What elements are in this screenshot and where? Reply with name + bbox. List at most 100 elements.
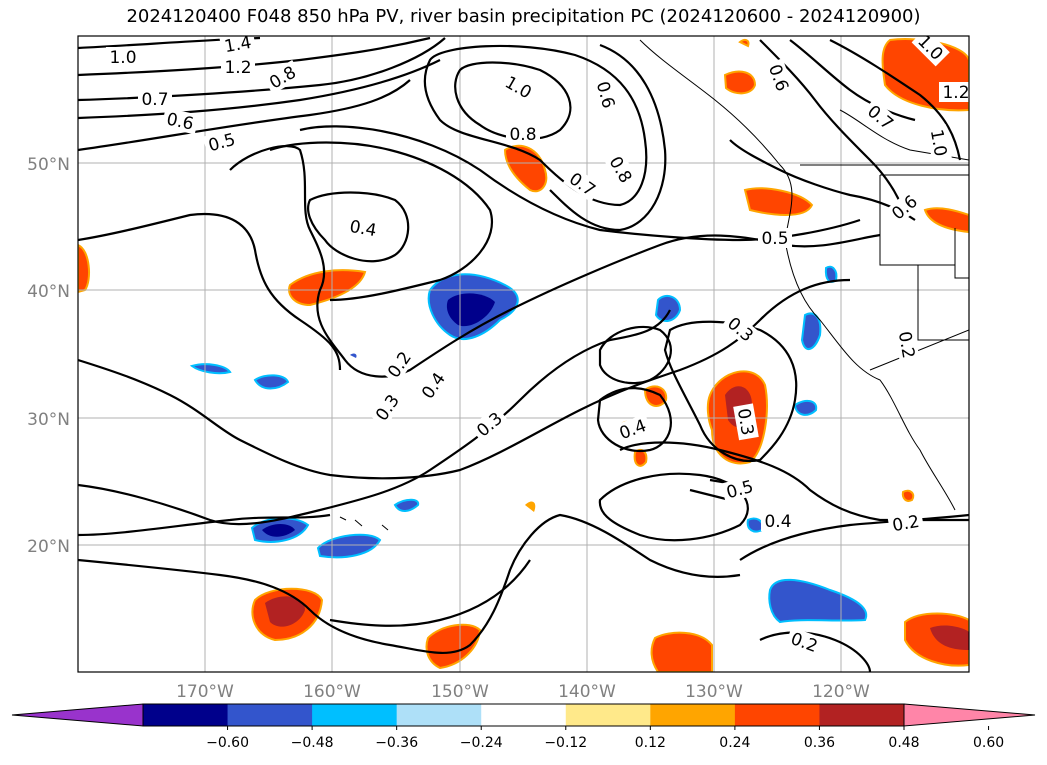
contour-label-background [381,344,418,385]
contour-label-text: 0.8 [509,125,536,145]
colorbar-tick-label: −0.48 [291,735,334,751]
contour-label-background [721,310,761,348]
contour-label-text: 1.0 [109,48,136,68]
contour-label-text: 0.2 [894,330,918,360]
contour-label-text: 0.5 [761,229,788,249]
contour-label: 0.2 [887,510,925,536]
contour-label-text: 1.0 [926,128,950,158]
colorbar-segment [143,704,229,726]
contour-labels: 1.41.0 1.2 0.80.70.60.51.00.80.60.80.70.60… [106,33,969,658]
contour-label: 0.5 [758,228,792,249]
contour-label-text: 0.4 [764,512,791,532]
contour-label: 0.8 [506,124,540,145]
colorbar-segment [819,704,905,726]
contour-label: 0.4 [344,215,382,241]
contour-label-text: 0.4 [348,217,378,241]
contour-label: 0.7 [138,89,172,110]
contour-label-background [926,124,952,162]
lon-label-150w: 150°W [431,682,489,702]
contour-label-text: 0.7 [141,90,168,110]
colorbar-border [142,703,905,727]
contour-label: 1.4 [219,33,257,57]
colorbar-tick-label: 0.24 [719,735,750,751]
contour-label-background [733,403,759,441]
lon-label-140w: 140°W [558,682,616,702]
contour-label: 0.6 [161,107,199,135]
contour-label: 0.4 [761,511,795,532]
contour-label: 1.0 [106,47,140,68]
contour-label-text: 1.2 [224,58,251,78]
contour-label-background [562,166,603,203]
colorbar-segment [396,704,482,726]
lat-label-50n: 50°N [27,155,70,175]
contour-label-background [469,405,509,443]
colorbar-extend-right [903,703,1036,727]
colorbar-tick-label: −0.60 [206,735,249,751]
colorbar-tick-label: −0.12 [544,735,587,751]
lon-label-170w: 170°W [176,682,234,702]
colorbar-tick-label: 0.36 [804,735,835,751]
colorbar-segment [650,704,736,726]
lon-label-120w: 120°W [812,682,870,702]
colorbar-tick-label: 0.12 [635,735,666,751]
contour-label-background [161,107,199,135]
contour-label-background [369,387,406,428]
contour-label-background [344,215,382,241]
contour-label-text: 1.2 [942,83,969,103]
map-frame [77,35,970,673]
colorbar-ticks: −0.60 −0.48 −0.36 −0.24 −0.12 0.12 0.24 0.36 0.4… [206,726,1004,751]
lat-label-30n: 30°N [27,410,70,430]
map-title: 2024120400 F048 850 hPa PV, river basin … [126,6,921,27]
contour-label-background [415,365,452,406]
colorbar-tick-label: −0.24 [460,735,503,751]
contour-label: 1.0 [926,124,952,162]
contour-label-background [763,58,795,98]
contour-label-background [498,69,539,105]
contour-label-background [202,127,241,157]
contour-label-background [784,626,824,658]
contour-label-background [506,124,540,144]
contour-label-text: 0.3 [733,407,757,437]
coastline [339,39,969,531]
contour-label-background [262,59,303,95]
contour-label: 1.2 [221,57,255,78]
lat-label-40n: 40°N [27,282,70,302]
colorbar-tick-label: −0.36 [375,735,418,751]
contour-label-background [894,326,920,364]
contour-label-background [106,47,140,67]
contour-label: 1.2 [939,82,969,103]
contour-label-text: 0.2 [891,512,921,536]
contour-label-background [861,98,901,136]
colorbar [11,703,1036,727]
contour-label-background [219,36,257,57]
colorbar-tick-label: 0.60 [973,735,1004,751]
contour-label-background [884,188,924,226]
colorbar-extend-left [11,703,144,727]
lon-labels: 170°W 160°W 150°W 140°W 130°W 120°W [176,682,870,702]
colorbar-segment [481,704,567,726]
colorbar-segment [734,704,820,726]
contour-label-background [939,82,969,102]
contour-label-text: 1.4 [223,33,253,57]
contour-label: 0.2 [894,326,920,364]
contour-label-background [613,413,653,445]
contour-label-background [887,510,925,536]
contour-label-background [591,75,621,114]
contour-label-background [603,149,639,190]
colorbar-segment [312,704,398,726]
lon-label-160w: 160°W [303,682,361,702]
gridlines [78,36,969,672]
colorbar-segment [227,704,313,726]
contour-label-background [720,474,759,504]
lat-labels: 50°N 40°N 30°N 20°N [27,155,70,557]
colorbar-tick-label: 0.48 [888,735,919,751]
lon-label-130w: 130°W [685,682,743,702]
contour-label-background [911,36,950,67]
contour-label-background [221,57,255,77]
contour-label-background [138,89,172,109]
contour-label: 0.3 [369,387,406,428]
lat-label-20n: 20°N [27,537,70,557]
colorbar-segment [565,704,651,726]
contour-label-background [761,511,795,531]
